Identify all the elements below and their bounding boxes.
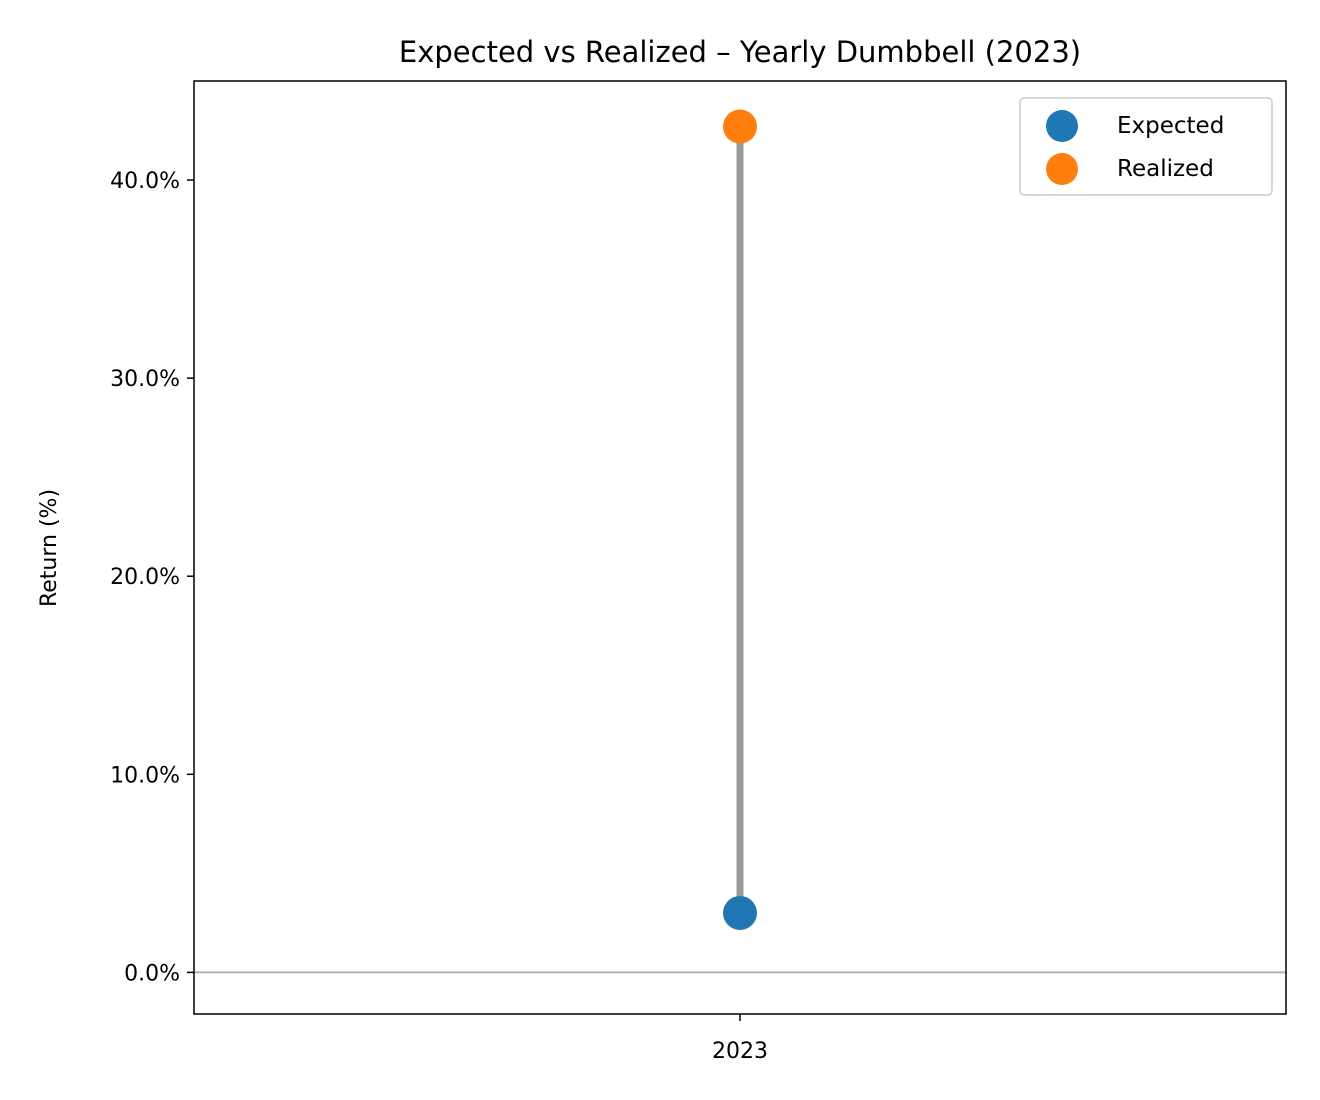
plot-area [193, 80, 1287, 1015]
x-axis: 2023 [712, 1014, 768, 1064]
legend-marker-expected [1046, 110, 1078, 142]
y-tick-label: 10.0% [110, 763, 180, 788]
legend: Expected Realized [1019, 97, 1273, 196]
y-tick-label: 20.0% [110, 565, 180, 590]
point-layer [723, 109, 757, 930]
y-tick-label: 40.0% [110, 169, 180, 194]
legend-label-expected: Expected [1117, 113, 1224, 139]
point-expected [723, 895, 757, 930]
chart-title: Expected vs Realized – Yearly Dumbbell (… [399, 35, 1081, 69]
legend-marker-realized [1046, 153, 1078, 185]
legend-label-realized: Realized [1117, 156, 1214, 182]
legend-frame [1019, 97, 1273, 196]
y-tick-label: 30.0% [110, 367, 180, 392]
y-axis-label: Return (%) [37, 489, 62, 607]
y-axis: 0.0% 10.0% 20.0% 30.0% 40.0% [110, 169, 194, 986]
x-tick-label: 2023 [712, 1039, 768, 1064]
y-tick-label: 0.0% [124, 961, 180, 986]
point-realized [723, 109, 757, 144]
